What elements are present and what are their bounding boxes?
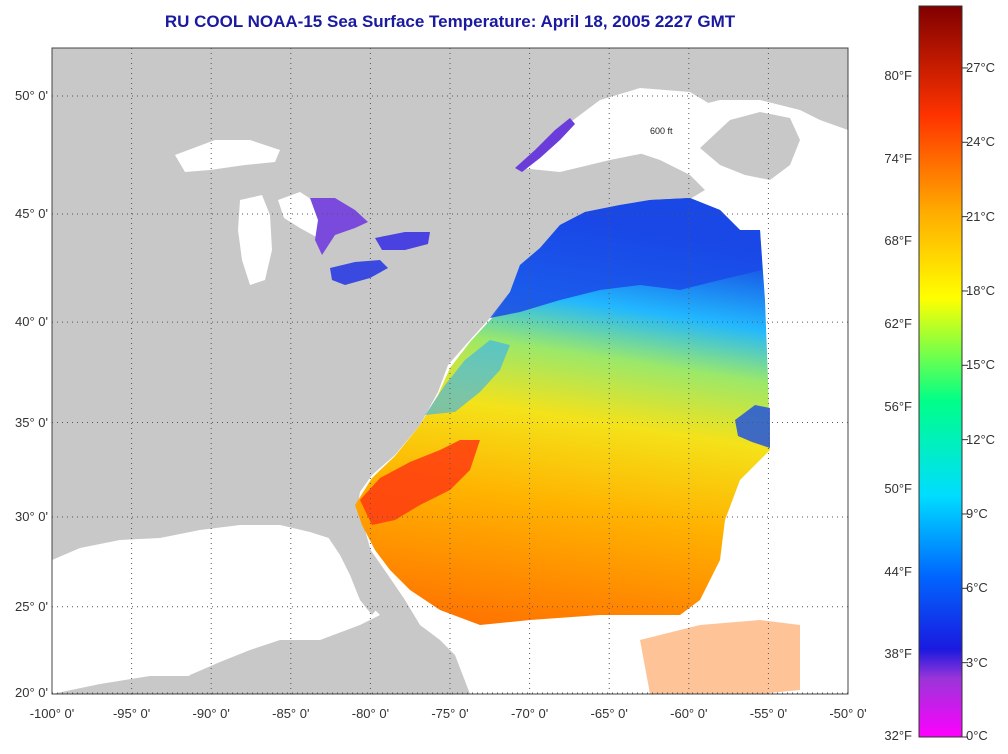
isobath-label: 600 ft [650, 126, 673, 136]
newfoundland [700, 112, 800, 180]
south-sst-scatter [640, 620, 800, 694]
latitude-label: 35° 0' [15, 414, 48, 430]
latitude-label: 50° 0' [15, 88, 48, 103]
gulf-stream-core [360, 440, 480, 525]
fahrenheit-tick-label: 74°F [884, 150, 912, 166]
longitude-label: -100° 0' [29, 706, 75, 721]
longitude-label: -80° 0' [351, 706, 390, 721]
map-frame [51, 47, 849, 695]
celsius-tick-label: 21°C [966, 208, 996, 224]
florida-peninsula [320, 510, 380, 615]
latitude-label: 20° 0' [15, 685, 48, 700]
celsius-tick-label: 9°C [966, 505, 988, 521]
latitude-label: 25° 0' [15, 598, 48, 614]
latitude-label: 30° 0' [15, 508, 48, 524]
fahrenheit-tick-label: 38°F [884, 646, 912, 662]
fahrenheit-tick-label: 56°F [884, 398, 912, 414]
gulf-of-st-lawrence [520, 88, 720, 172]
fahrenheit-tick-label: 44°F [884, 563, 912, 579]
celsius-tick-label: 15°C [966, 357, 996, 373]
celsius-tick-label: 27°C [966, 59, 996, 75]
slope-cold-water [425, 340, 510, 415]
longitude-label: -85° 0' [272, 706, 310, 721]
east-cold-patch [735, 405, 770, 448]
longitude-label: -50° 0' [829, 706, 867, 721]
sst-field [355, 198, 770, 625]
fahrenheit-tick-label: 62°F [884, 316, 912, 331]
celsius-tick-label: 3°C [966, 654, 988, 670]
latitude-label: 40° 0' [15, 314, 48, 330]
longitude-label: -95° 0' [112, 706, 151, 721]
yucatan [52, 676, 205, 694]
fahrenheit-tick-label: 68°F [884, 233, 912, 249]
celsius-tick-label: 12°C [966, 431, 996, 447]
celsius-tick-label: 18°C [966, 282, 996, 298]
fahrenheit-tick-label: 80°F [884, 68, 912, 84]
chart-title: RU COOL NOAA-15 Sea Surface Temperature:… [164, 12, 736, 31]
cuba [300, 640, 450, 674]
fahrenheit-tick-label: 50°F [884, 481, 912, 497]
shelf-cold-water [490, 198, 762, 318]
longitude-label: -75° 0' [431, 706, 469, 721]
longitude-label: -60° 0' [670, 706, 708, 721]
longitude-label: -90° 0' [192, 706, 230, 721]
fahrenheit-tick-label: 32°F [884, 728, 912, 743]
latitude-label: 45° 0' [15, 205, 48, 221]
longitude-label: -55° 0' [749, 706, 788, 721]
gulf-of-mexico [52, 525, 380, 694]
longitude-label: -65° 0' [590, 706, 628, 721]
celsius-tick-label: 6°C [966, 580, 988, 596]
celsius-tick-label: 24°C [966, 134, 996, 150]
longitude-label: -70° 0' [510, 706, 549, 721]
celsius-tick-label: 0°C [966, 728, 988, 743]
